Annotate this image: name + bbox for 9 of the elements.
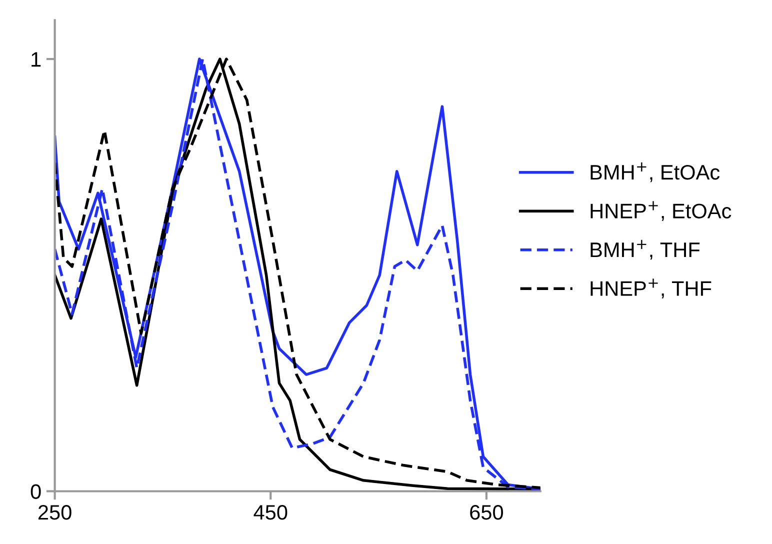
legend-label: HNEP$^{+}$, EtOAc bbox=[590, 201, 732, 221]
legend-label: BMH$^{+}$, EtOAc bbox=[590, 162, 720, 182]
x-tick-label: 450 bbox=[254, 504, 288, 520]
legend-label: HNEP$^{+}$, THF bbox=[590, 278, 712, 298]
x-tick-label: 650 bbox=[470, 504, 504, 520]
y-tick-label: 1 bbox=[32, 52, 41, 67]
legend-label: BMH$^{+}$, THF bbox=[590, 240, 700, 260]
y-tick-label: 0 bbox=[30, 484, 41, 499]
x-tick-label: 250 bbox=[38, 504, 72, 520]
